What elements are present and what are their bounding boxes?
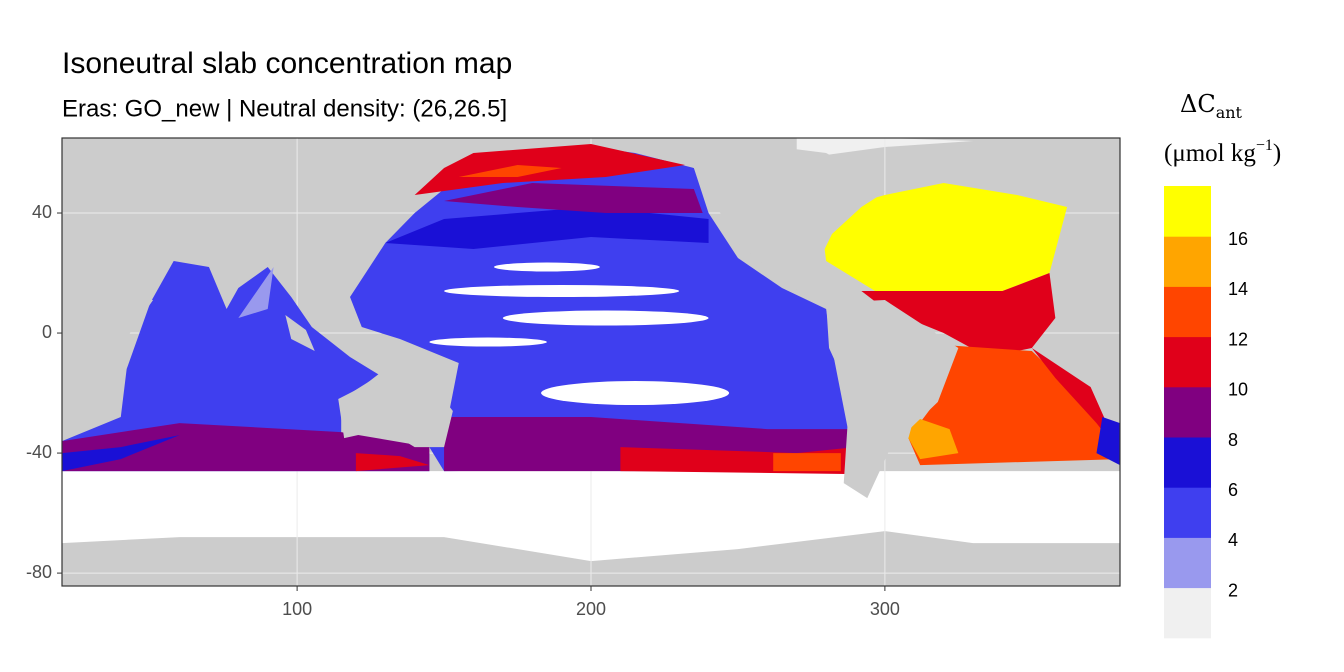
x-tick-label: 300	[870, 599, 900, 619]
legend-title-main: ΔC	[1180, 90, 1216, 118]
ocean-region	[820, 183, 1068, 298]
land	[62, 237, 154, 439]
y-tick-label: 40	[32, 202, 52, 222]
legend-label: 10	[1228, 380, 1248, 400]
legend-key	[1164, 587, 1211, 639]
legend-key	[1164, 487, 1211, 538]
ocean-region	[355, 453, 430, 472]
land	[826, 300, 959, 499]
ocean-region	[385, 207, 709, 250]
legend-key	[1164, 286, 1211, 338]
legend-key	[1164, 437, 1211, 488]
legend-label: 12	[1228, 329, 1248, 349]
ocean-region	[458, 165, 562, 178]
ocean-region	[773, 453, 841, 472]
ocean-region	[908, 417, 959, 460]
y-tick-label: -80	[26, 562, 52, 582]
no-data-streak	[494, 262, 600, 272]
land	[649, 138, 885, 307]
land	[338, 366, 453, 448]
chart-title: Isoneutral slab concentration map	[62, 47, 512, 80]
legend-key	[1164, 186, 1211, 237]
arctic-ocean	[796, 138, 974, 160]
legend-unit-sup: −1	[1256, 137, 1273, 154]
no-data-streak	[502, 310, 709, 326]
x-tick-label: 100	[282, 599, 312, 619]
ocean-region	[908, 345, 1120, 466]
map-panel	[62, 138, 1120, 586]
legend-label: 14	[1228, 279, 1248, 299]
legend-key	[1164, 386, 1211, 438]
legend-label: 16	[1228, 229, 1248, 249]
legend-key	[1164, 537, 1211, 589]
y-tick-label: -40	[26, 442, 52, 462]
land	[285, 315, 315, 352]
ocean-region	[238, 267, 274, 319]
legend-label: 8	[1228, 430, 1238, 450]
legend-title: ΔCant	[1180, 90, 1243, 122]
ocean-region	[62, 261, 430, 472]
ocean-region	[444, 183, 703, 214]
legend-title-sub: ant	[1216, 103, 1243, 122]
no-data-streak	[429, 337, 547, 347]
ocean-region	[1096, 417, 1120, 466]
legend-unit-main: (μmol kg	[1164, 140, 1256, 167]
legend-unit-end: )	[1273, 140, 1281, 167]
legend-key	[1164, 236, 1211, 287]
ocean-region	[1031, 348, 1120, 454]
legend-label: 4	[1228, 530, 1238, 550]
x-tick-label: 200	[576, 599, 606, 619]
ocean-region	[861, 273, 1056, 358]
y-tick-label: 0	[42, 322, 52, 342]
legend-label: 2	[1228, 580, 1238, 600]
legend-label: 6	[1228, 480, 1238, 500]
legend-key	[1164, 336, 1211, 388]
no-data-streak	[541, 381, 730, 406]
ocean-region	[62, 423, 430, 472]
ocean-region	[62, 435, 180, 472]
legend-unit: (μmol kg−1)	[1164, 137, 1281, 167]
no-data-streak	[444, 285, 680, 298]
chart-subtitle: Eras: GO_new | Neutral density: (26,26.5…	[62, 95, 507, 122]
